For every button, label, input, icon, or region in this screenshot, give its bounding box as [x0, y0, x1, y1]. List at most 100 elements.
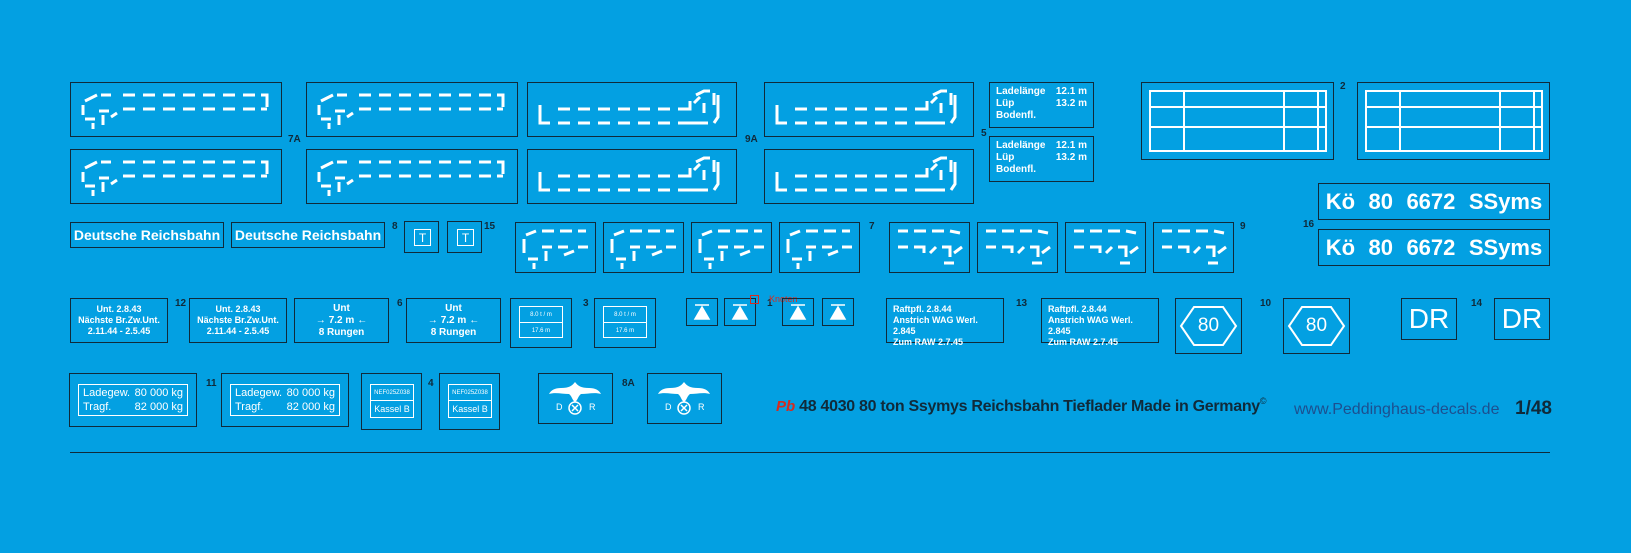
- hexagon-icon: [1287, 306, 1346, 346]
- label-2: 2: [1340, 81, 1346, 92]
- bottom-divider: [70, 452, 1550, 453]
- eagle-emblem-decal-2: D R: [647, 373, 722, 424]
- lup-value: 13.2 m: [1055, 98, 1087, 109]
- arrow-right-icon: →: [315, 314, 326, 326]
- axle-load-value: 80: [1305, 315, 1328, 336]
- axle-load-decal-1: 80: [1175, 298, 1242, 354]
- label-8: 8: [392, 221, 398, 232]
- home-station-decal-1: NEF025Z038 Kassel B: [361, 373, 422, 430]
- capacity-decal-1: 8.0 t / m 17.6 m: [510, 298, 572, 348]
- lup-label: Lüp: [996, 98, 1015, 109]
- inspection-line3: 2.11.44 - 2.5.45: [87, 326, 151, 336]
- eagle-letter-right: R: [589, 402, 596, 412]
- label-9A: 9A: [745, 134, 758, 145]
- label-10: 10: [1260, 298, 1272, 309]
- axle-load-value: 80: [1197, 315, 1220, 336]
- painting-line3: Zum RAW 2.7.45: [1048, 337, 1119, 347]
- railway-name: Deutsche Reichsbahn: [234, 227, 382, 243]
- copyright-mark: ©: [1259, 396, 1267, 406]
- scale-label: 1/48: [1515, 398, 1552, 419]
- label-15: 15: [484, 221, 496, 232]
- stanchion-line1: Unt: [445, 302, 462, 314]
- capacity-label: Tragf.: [83, 401, 112, 413]
- railway-name: Deutsche Reichsbahn: [73, 227, 221, 243]
- stanchion-line3: 8 Rungen: [430, 326, 477, 338]
- label-3: 3: [583, 298, 589, 309]
- load-weight-frame: Ladegew. 80 000 kg Tragf. 82 000 kg: [230, 384, 340, 416]
- label-9: 9: [1240, 221, 1246, 232]
- wagon-number-decal-1: Kö 80 6672 SSyms: [1318, 183, 1550, 220]
- capacity-bottom: 17.6 m: [615, 327, 635, 334]
- dash-pattern-graphic: [775, 89, 957, 125]
- floor-label: Bodenfl.: [996, 164, 1036, 175]
- home-station-code: NEF025Z038: [452, 389, 488, 396]
- dash-pattern-graphic: [1074, 229, 1139, 265]
- inspection-decal-1: Unt. 2.8.43 Nächste Br.Zw.Unt. 2.11.44 -…: [70, 298, 168, 343]
- grid-lines-graphic: [1149, 90, 1327, 152]
- length-label: Ladelänge: [996, 140, 1046, 151]
- home-station-name: Kassel B: [452, 404, 488, 414]
- railway-name-decal-2: Deutsche Reichsbahn: [231, 222, 385, 248]
- eagle-emblem-decal-1: D R: [538, 373, 613, 424]
- wagon-number-decal-2: Kö 80 6672 SSyms: [1318, 229, 1550, 266]
- stanchion-value: 7.2 m: [328, 314, 355, 326]
- dash-pattern-graphic: [538, 156, 720, 192]
- arrow-left-icon: ←: [357, 314, 368, 326]
- loading-length-decal-1: Ladelänge 12.1 m Lüp 13.2 m Bodenfl.: [989, 82, 1094, 128]
- dash-decal-2b: [306, 149, 518, 204]
- triangle-marker-icon: [693, 304, 711, 320]
- triangle-decal-1: [686, 298, 718, 326]
- dr-mark: DR: [1408, 303, 1450, 334]
- t-sign: T: [414, 229, 431, 246]
- dash-pattern-graphic: [81, 93, 269, 129]
- inspection-line1: Unt. 2.8.43: [96, 304, 142, 314]
- label-1: 1: [767, 298, 773, 309]
- label-6: 6: [397, 298, 403, 309]
- capacity-top: 8.0 t / m: [614, 311, 636, 318]
- inspection-decal-2: Unt. 2.8.43 Nächste Br.Zw.Unt. 2.11.44 -…: [189, 298, 287, 343]
- dash-decal-1d: [764, 82, 974, 137]
- dash-decal-2d: [764, 149, 974, 204]
- capacity-frame: 8.0 t / m 17.6 m: [519, 306, 563, 338]
- website-link[interactable]: www.Peddinghaus-decals.de: [1294, 401, 1500, 418]
- inspection-line3: 2.11.44 - 2.5.45: [206, 326, 270, 336]
- dash-pattern-graphic: [81, 160, 269, 196]
- knoten-square-icon: [750, 294, 759, 304]
- small-dash-decal-9d: [1153, 222, 1234, 273]
- brand-logo: Pb: [776, 398, 796, 415]
- home-station-frame: NEF025Z038 Kassel B: [370, 384, 414, 418]
- load-weight-label: Ladegew.: [235, 387, 283, 399]
- label-7A: 7A: [288, 134, 301, 145]
- dash-decal-1a: [70, 82, 282, 137]
- station-code: Kö: [1325, 234, 1356, 260]
- dash-pattern-graphic: [898, 229, 963, 265]
- capacity-decal-2: 8.0 t / m 17.6 m: [594, 298, 656, 348]
- stanchion-line3: 8 Rungen: [318, 326, 365, 338]
- dr-mark: DR: [1501, 303, 1543, 334]
- triangle-marker-icon: [829, 304, 847, 320]
- dash-decal-2a: [70, 149, 282, 204]
- wagon-class: SSyms: [1468, 234, 1543, 260]
- eagle-emblem-icon: [549, 382, 601, 415]
- label-16: 16: [1303, 219, 1315, 230]
- capacity-label: Tragf.: [235, 401, 264, 413]
- small-dash-decal-9c: [1065, 222, 1146, 273]
- stanchion-decal-2: Unt → 7.2 m ← 8 Rungen: [406, 298, 501, 343]
- painting-decal-2: Raftpfl. 2.8.44 Anstrich WAG Werl. 2.845…: [1041, 298, 1159, 347]
- label-14: 14: [1471, 298, 1483, 309]
- arrow-left-icon: ←: [469, 314, 480, 326]
- axle-load-decal-2: 80: [1283, 298, 1350, 354]
- t-sign-decal-2: T: [447, 221, 482, 253]
- painting-line2: Anstrich WAG Werl. 2.845: [1048, 315, 1133, 336]
- painting-decal-1: Raftpfl. 2.8.44 Anstrich WAG Werl. 2.845…: [886, 298, 1004, 347]
- home-station-frame: NEF025Z038 Kassel B: [448, 384, 492, 418]
- eagle-letter-left: D: [556, 402, 563, 412]
- wagon-class: SSyms: [1468, 188, 1543, 214]
- product-footer: Pb 48 4030 80 ton Ssymys Reichsbahn Tief…: [776, 396, 1267, 416]
- small-dash-decal-9a: [889, 222, 970, 273]
- stanchion-line1: Unt: [333, 302, 350, 314]
- small-dash-decal-7b: [603, 222, 684, 273]
- dr-mark-decal-1: DR: [1401, 298, 1457, 340]
- load-weight-value: 80 000 kg: [134, 387, 183, 399]
- load-weight-value: 80 000 kg: [286, 387, 335, 399]
